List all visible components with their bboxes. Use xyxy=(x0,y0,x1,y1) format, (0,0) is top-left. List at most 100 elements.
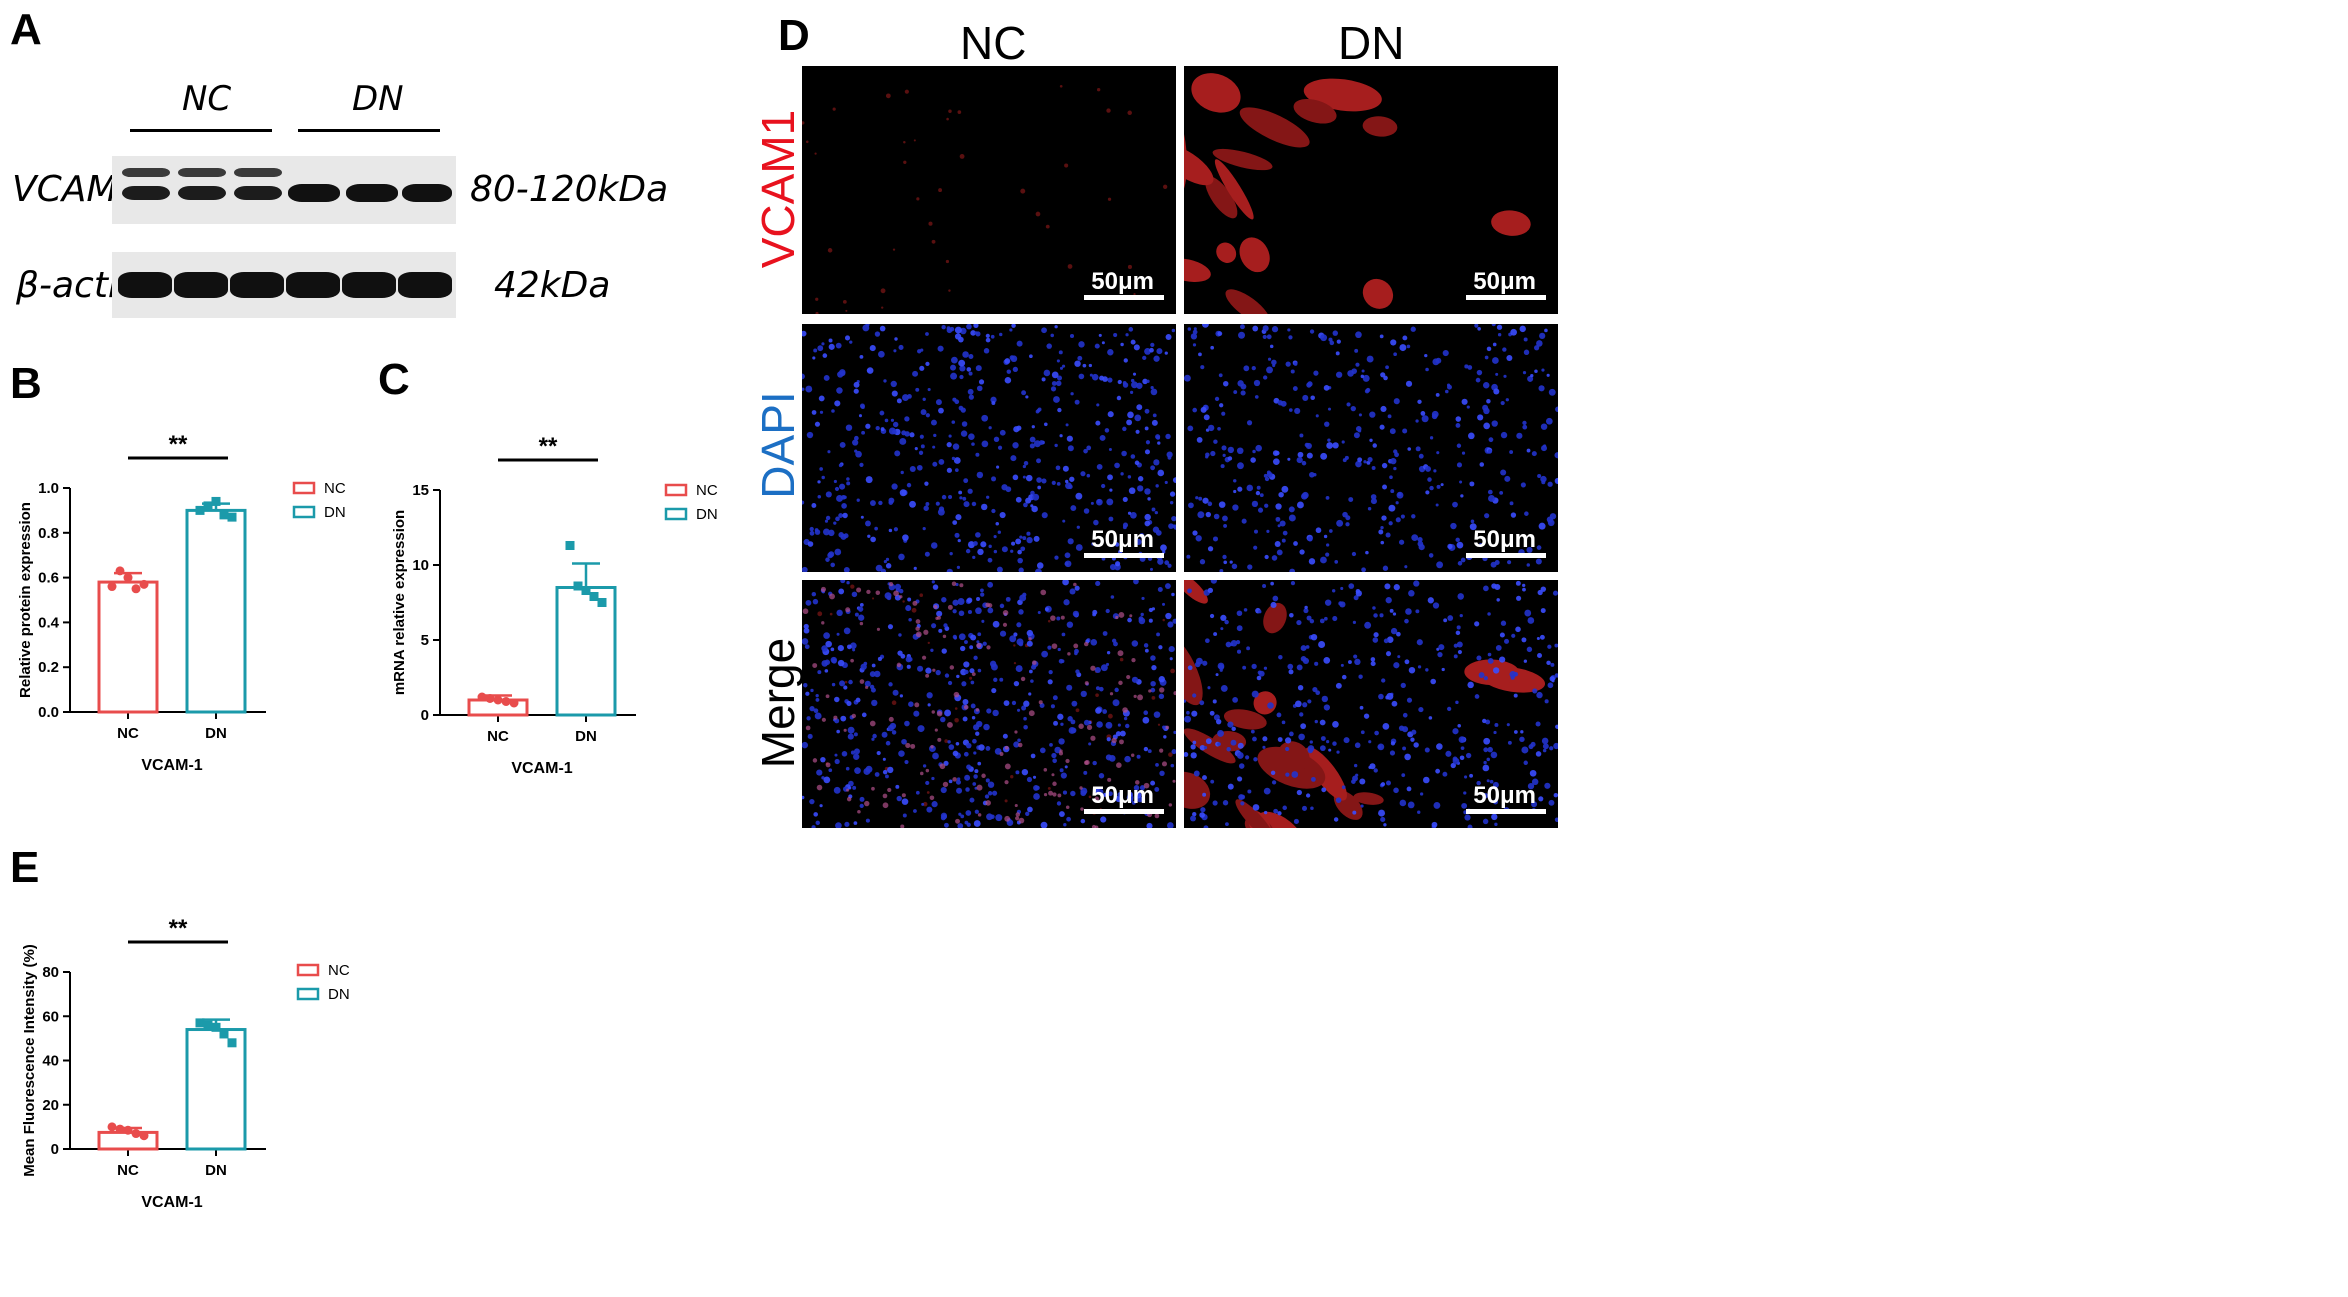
legend-swatch xyxy=(664,483,688,497)
y-tick-label: 60 xyxy=(42,1008,59,1025)
data-point xyxy=(219,1029,229,1039)
data-point xyxy=(581,586,591,595)
data-point xyxy=(589,592,599,601)
legend-label: DN xyxy=(328,986,350,1003)
scale-bar-label: 50μm xyxy=(1091,526,1154,553)
wb-group-dn-label: DN xyxy=(352,79,404,119)
legend-label: DN xyxy=(324,504,346,521)
data-point xyxy=(115,1124,125,1134)
panel-letter-c: C xyxy=(378,355,410,404)
if-image-merge-dn: 50μm xyxy=(1184,580,1558,828)
if-row-vcam1: VCAM1 xyxy=(752,109,804,269)
y-axis-title: Relative protein expression xyxy=(17,502,34,698)
scale-bar xyxy=(1466,295,1546,300)
x-tick-label: DN xyxy=(205,1162,227,1179)
data-point xyxy=(493,695,503,705)
scale-bar xyxy=(1084,553,1164,558)
y-tick-label: 0.8 xyxy=(38,525,59,542)
y-tick-label: 0 xyxy=(51,1141,59,1158)
wb-group-dn-line xyxy=(298,129,440,132)
panel-letter-e: E xyxy=(10,843,40,892)
y-tick-label: 0 xyxy=(421,707,429,724)
scale-bar-label: 50μm xyxy=(1473,526,1536,553)
x-axis-title: VCAM-1 xyxy=(511,760,572,777)
x-tick-label: DN xyxy=(575,728,597,745)
data-point xyxy=(485,694,495,703)
scale-bar xyxy=(1466,809,1546,814)
scale-bar xyxy=(1084,809,1164,814)
if-image-vcam1-nc: 50μm xyxy=(802,66,1176,314)
panel-letter-b: B xyxy=(10,359,42,408)
panel-letter-d: D xyxy=(778,11,810,60)
wb-size-bactin: 42kDa xyxy=(494,265,611,306)
scale-bar xyxy=(1084,295,1164,300)
bar-dn xyxy=(185,508,247,714)
data-point xyxy=(203,1020,213,1030)
x-tick-label: NC xyxy=(117,725,139,742)
y-tick-label: 0.2 xyxy=(38,659,59,676)
y-tick-label: 1.0 xyxy=(38,480,59,497)
scale-bar xyxy=(1466,553,1546,558)
if-image-vcam1-dn: 50μm xyxy=(1184,66,1558,314)
y-tick-label: 20 xyxy=(42,1097,59,1114)
significance-label: ** xyxy=(539,433,558,460)
data-point xyxy=(501,697,511,706)
if-image-merge-nc: 50μm xyxy=(802,580,1176,828)
y-axis-title: Mean Fluorescence Intensity (%) xyxy=(21,944,38,1177)
y-tick-label: 10 xyxy=(412,557,429,574)
legend-label: NC xyxy=(324,480,346,497)
data-point xyxy=(509,698,519,708)
data-point xyxy=(195,505,205,515)
wb-group-nc-label: NC xyxy=(182,79,232,119)
x-axis-title: VCAM-1 xyxy=(141,1194,202,1211)
scale-bar-label: 50μm xyxy=(1473,782,1536,809)
wb-blot-bactin xyxy=(112,252,456,318)
y-tick-label: 0.4 xyxy=(38,614,60,631)
data-point xyxy=(139,1131,149,1141)
scale-bar-label: 50μm xyxy=(1091,782,1154,809)
data-point xyxy=(107,1122,117,1132)
legend-swatch xyxy=(292,481,316,495)
data-point xyxy=(219,510,229,520)
legend-swatch xyxy=(292,505,316,519)
y-tick-label: 0.0 xyxy=(38,704,59,721)
x-tick-label: NC xyxy=(117,1162,139,1179)
data-point xyxy=(123,1125,133,1135)
legend-swatch xyxy=(296,987,320,1001)
data-point xyxy=(227,512,237,522)
data-point xyxy=(123,573,133,583)
bar-dn xyxy=(185,1028,247,1151)
if-image-dapi-nc: 50μm xyxy=(802,324,1176,572)
data-point xyxy=(565,541,575,550)
y-axis-title: mRNA relative expression xyxy=(391,510,408,695)
data-point xyxy=(195,1018,205,1028)
if-column-dn: DN xyxy=(1338,17,1405,69)
data-point xyxy=(139,579,149,589)
y-tick-label: 40 xyxy=(42,1053,59,1070)
data-point xyxy=(227,1038,237,1048)
legend-swatch xyxy=(664,507,688,521)
significance-label: ** xyxy=(169,431,188,458)
legend-label: DN xyxy=(696,506,718,523)
y-tick-label: 5 xyxy=(421,632,429,649)
if-row-merge: Merge xyxy=(752,637,804,769)
data-point xyxy=(477,692,487,702)
data-point xyxy=(211,1022,221,1032)
scale-bar-label: 50μm xyxy=(1473,268,1536,295)
data-point xyxy=(597,598,607,607)
legend-label: NC xyxy=(328,962,350,979)
if-row-dapi: DAPI xyxy=(752,391,804,499)
y-tick-label: 0.6 xyxy=(38,570,59,587)
wb-size-vcam1: 80-120kDa xyxy=(470,169,669,210)
y-tick-label: 80 xyxy=(42,964,59,981)
wb-blot-vcam1 xyxy=(112,156,456,224)
data-point xyxy=(131,1129,141,1139)
data-point xyxy=(131,584,141,594)
bar-nc xyxy=(97,580,159,714)
data-point xyxy=(573,581,583,591)
y-tick-label: 15 xyxy=(412,482,429,499)
scale-bar-label: 50μm xyxy=(1091,268,1154,295)
significance-label: ** xyxy=(169,915,188,942)
